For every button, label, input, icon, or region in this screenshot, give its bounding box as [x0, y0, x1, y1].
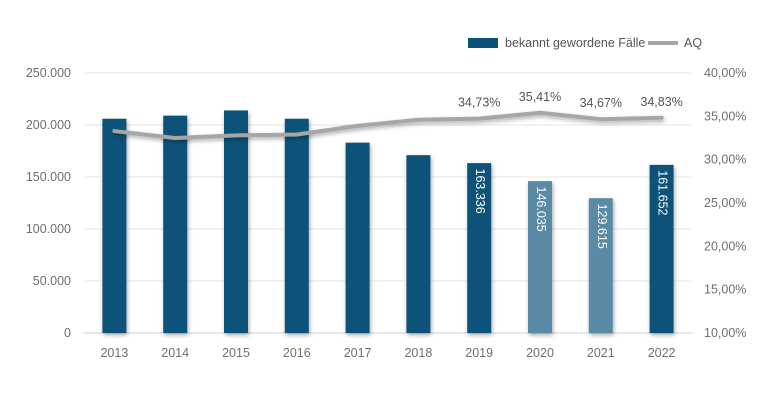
y-right-tick-label: 30,00%: [704, 153, 746, 167]
bar-value-label: 146.035: [534, 187, 548, 232]
y-right-tick-label: 20,00%: [704, 239, 746, 253]
aq-value-label: 35,41%: [519, 90, 561, 104]
bar-2014: [163, 115, 188, 333]
x-tick-label: 2020: [526, 346, 554, 360]
legend-label-bars: bekannt gewordene Fälle: [505, 36, 645, 50]
y-left-tick-label: 150.000: [26, 170, 71, 184]
line-data-labels: 34,73% 35,41% 34,67% 34,83%: [458, 90, 683, 110]
y-left-tick-label: 50.000: [33, 274, 71, 288]
bar-2013: [102, 118, 127, 333]
bar-series: [102, 110, 674, 333]
bar-2019: [467, 163, 492, 333]
bar-2017: [345, 142, 370, 333]
x-tick-label: 2013: [100, 346, 128, 360]
x-tick-label: 2021: [587, 346, 615, 360]
bar-2015: [224, 110, 248, 333]
left-axis: 0 50.000 100.000 150.000 200.000 250.000: [26, 66, 71, 340]
x-tick-label: 2022: [648, 346, 676, 360]
y-right-tick-label: 40,00%: [704, 66, 746, 80]
bar-2018: [406, 155, 431, 333]
legend-label-line: AQ: [684, 36, 702, 50]
y-right-tick-label: 35,00%: [704, 109, 746, 123]
bar-value-label: 161.652: [656, 170, 670, 215]
y-right-tick-label: 25,00%: [704, 196, 746, 210]
aq-value-label: 34,67%: [580, 96, 622, 110]
right-axis: 10,00% 15,00% 20,00% 25,00% 30,00% 35,00% 40,0…: [704, 66, 746, 340]
x-tick-label: 2016: [283, 346, 311, 360]
y-left-tick-label: 250.000: [26, 66, 71, 80]
line-series: [112, 110, 664, 140]
legend-swatch-bars: [468, 38, 498, 48]
bar-value-label: 163.336: [473, 169, 487, 214]
y-right-tick-label: 10,00%: [704, 326, 746, 340]
bar-data-labels: 163.336 146.035 129.615 161.652: [473, 169, 669, 249]
legend: bekannt gewordene Fälle AQ: [468, 36, 702, 50]
x-tick-label: 2014: [161, 346, 189, 360]
y-right-tick-label: 15,00%: [704, 283, 746, 297]
bar-2016: [284, 118, 309, 333]
x-tick-label: 2018: [404, 346, 432, 360]
aq-value-label: 34,73%: [458, 96, 500, 110]
y-left-tick-label: 100.000: [26, 222, 71, 236]
y-left-tick-label: 0: [64, 326, 71, 340]
y-left-tick-label: 200.000: [26, 118, 71, 132]
bar-value-label: 129.615: [595, 204, 609, 249]
x-tick-label: 2017: [344, 346, 372, 360]
x-tick-label: 2015: [222, 346, 250, 360]
aq-value-label: 34,83%: [640, 95, 682, 109]
bar-2022: [649, 164, 674, 333]
aq-line: [112, 110, 664, 140]
x-tick-label: 2019: [465, 346, 493, 360]
bar-2021: [588, 198, 613, 333]
x-axis: 2013 2014 2015 2016 2017 2018 2019 2020 2021 2022: [100, 346, 675, 360]
bar-2020: [528, 181, 552, 333]
